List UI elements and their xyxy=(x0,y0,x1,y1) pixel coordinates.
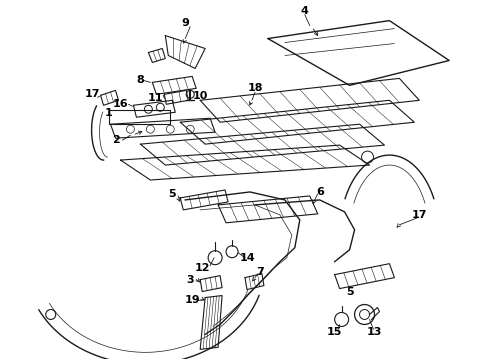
Polygon shape xyxy=(152,76,196,94)
Text: 14: 14 xyxy=(240,253,256,263)
Polygon shape xyxy=(335,264,394,289)
Text: 11: 11 xyxy=(147,93,163,103)
Text: 8: 8 xyxy=(137,75,144,85)
Text: 6: 6 xyxy=(316,187,324,197)
Polygon shape xyxy=(148,49,165,62)
Polygon shape xyxy=(200,78,419,122)
Polygon shape xyxy=(245,274,264,289)
Text: 2: 2 xyxy=(112,135,120,145)
Polygon shape xyxy=(164,90,188,104)
Text: 17: 17 xyxy=(85,89,100,99)
Polygon shape xyxy=(121,145,369,180)
Polygon shape xyxy=(141,124,385,165)
Text: 4: 4 xyxy=(301,6,309,15)
Text: 12: 12 xyxy=(195,263,210,273)
Polygon shape xyxy=(180,190,228,210)
Text: 7: 7 xyxy=(256,267,264,276)
Polygon shape xyxy=(180,100,415,144)
Polygon shape xyxy=(133,100,175,117)
Polygon shape xyxy=(111,118,215,138)
Polygon shape xyxy=(200,296,222,349)
Text: 13: 13 xyxy=(367,327,382,337)
Polygon shape xyxy=(100,90,119,105)
Text: 16: 16 xyxy=(113,99,128,109)
Polygon shape xyxy=(218,196,318,223)
Text: 19: 19 xyxy=(184,294,200,305)
Text: 9: 9 xyxy=(181,18,189,28)
Text: 1: 1 xyxy=(105,108,112,118)
Polygon shape xyxy=(200,276,222,292)
Text: 3: 3 xyxy=(186,275,194,285)
Text: 5: 5 xyxy=(169,189,176,199)
Polygon shape xyxy=(268,21,449,85)
Text: 17: 17 xyxy=(412,210,427,220)
Text: 5: 5 xyxy=(346,287,353,297)
Text: 15: 15 xyxy=(327,327,343,337)
Text: 10: 10 xyxy=(193,91,208,101)
Polygon shape xyxy=(165,36,205,68)
Text: 18: 18 xyxy=(247,84,263,93)
